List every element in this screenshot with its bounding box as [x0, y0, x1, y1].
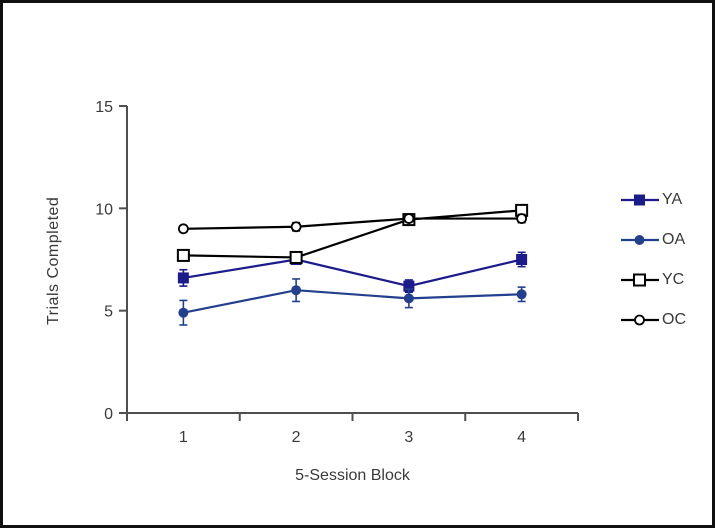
y-tick-label: 10	[95, 201, 113, 218]
legend-label: OA	[662, 231, 686, 248]
data-point-OC-3	[403, 213, 415, 224]
x-axis-title: 5-Session Block	[295, 467, 410, 484]
series-line-YA	[183, 258, 522, 288]
data-point-OA-3	[403, 293, 414, 304]
x-tick-label: 4	[517, 429, 526, 446]
legend-item-oc: OC	[620, 311, 686, 329]
legend-item-ya: YA	[620, 191, 686, 209]
legend: YA OA YC OC	[620, 191, 686, 351]
legend-marker-oc	[621, 314, 659, 326]
series-line-OA	[183, 289, 522, 314]
series-YC	[176, 203, 529, 264]
series-OC	[177, 213, 528, 235]
legend-marker-oa	[621, 235, 659, 245]
y-axis-title: Trials Completed	[45, 196, 62, 326]
data-point-YA-1	[177, 272, 189, 284]
data-point-OC-4	[516, 213, 528, 224]
data-point-OC-1	[177, 223, 189, 235]
legend-label: YC	[662, 271, 685, 288]
data-point-OA-1	[178, 307, 189, 318]
data-point-OA-2	[291, 285, 302, 296]
y-tick-label: 15	[95, 99, 113, 116]
y-tick-label: 5	[104, 304, 113, 321]
data-point-YC-1	[176, 248, 190, 262]
series-YA	[179, 251, 526, 294]
series-line-YC	[183, 209, 522, 259]
data-point-YC-2	[289, 250, 303, 264]
data-point-OC-2	[290, 221, 302, 233]
data-point-YA-3	[403, 280, 415, 292]
legend-item-yc: YC	[620, 271, 686, 289]
x-tick-label: 3	[404, 429, 413, 446]
legend-label: OC	[662, 311, 686, 328]
legend-marker-yc	[621, 273, 659, 287]
legend-item-oa: OA	[620, 231, 686, 249]
series-OA	[178, 278, 527, 326]
data-point-OA-4	[516, 289, 527, 300]
y-tick-label: 0	[104, 406, 113, 423]
x-tick-label: 1	[179, 429, 188, 446]
legend-label: YA	[662, 191, 683, 208]
x-tick-label: 2	[292, 429, 301, 446]
legend-marker-ya	[621, 194, 659, 206]
series-line-OC	[183, 217, 522, 230]
data-point-YA-4	[516, 254, 528, 265]
